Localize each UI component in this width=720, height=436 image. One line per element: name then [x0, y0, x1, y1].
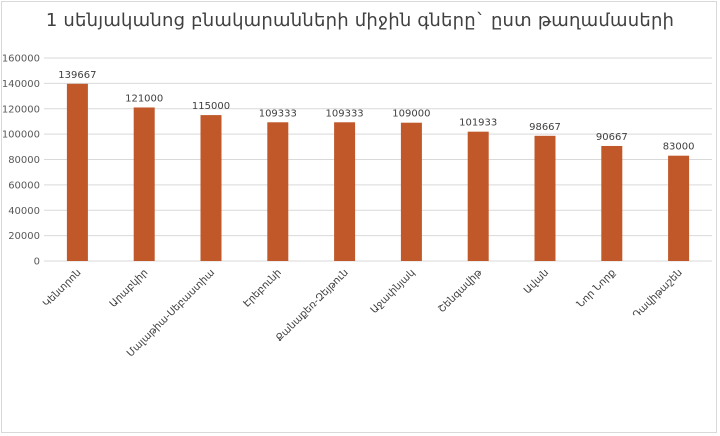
bar: [334, 122, 356, 261]
category-label: Դավիթաշեն: [631, 267, 685, 321]
data-label: 109000: [392, 109, 430, 120]
bar: [668, 155, 690, 261]
category-label: Նոր Նորք: [575, 267, 618, 310]
bar: [467, 131, 489, 261]
bar: [200, 115, 222, 261]
bar: [400, 122, 422, 261]
data-label: 98667: [529, 122, 561, 133]
data-label: 139667: [58, 70, 96, 81]
y-tick-label: 40000: [8, 206, 40, 217]
y-tick-label: 160000: [2, 54, 40, 65]
bar: [601, 145, 623, 261]
data-labels: 139667 121000 115000 109333 109333 109000 1019…: [58, 70, 694, 153]
category-label: Էրեբունի: [242, 267, 284, 309]
data-label: 115000: [192, 101, 230, 112]
chart-title: 1 սենյականոց բնակարանների միջին գները` ը…: [45, 10, 675, 31]
category-label: Արաբկիր: [108, 267, 150, 309]
y-tick-label: 20000: [8, 231, 40, 242]
category-label: Շենգավիթ: [436, 267, 484, 315]
category-label: Աջափնյակ: [369, 267, 418, 316]
y-tick-label: 120000: [2, 104, 40, 115]
data-label: 90667: [596, 132, 628, 143]
y-tick-label: 60000: [8, 180, 40, 191]
data-label: 109333: [326, 108, 364, 119]
y-tick-label: 140000: [2, 79, 40, 90]
bar: [267, 122, 289, 261]
data-label: 109333: [259, 108, 297, 119]
y-axis-ticks: 0 20000 40000 60000 80000 100000 120000 140000 1…: [2, 54, 40, 268]
data-label: 121000: [125, 93, 163, 104]
data-label: 83000: [663, 142, 695, 153]
bars: [66, 83, 690, 262]
bar: [534, 135, 556, 261]
data-label: 101933: [459, 118, 497, 129]
bar: [66, 83, 88, 262]
y-tick-label: 100000: [2, 130, 40, 141]
category-label: Կենտրոն: [41, 267, 83, 309]
category-label: Ավան: [522, 267, 551, 296]
y-tick-label: 80000: [8, 155, 40, 166]
category-label: Քանաքեռ-Զեյթուն: [274, 267, 351, 344]
gridlines: [44, 57, 712, 262]
y-tick-label: 0: [34, 257, 40, 268]
bar: [133, 107, 155, 261]
